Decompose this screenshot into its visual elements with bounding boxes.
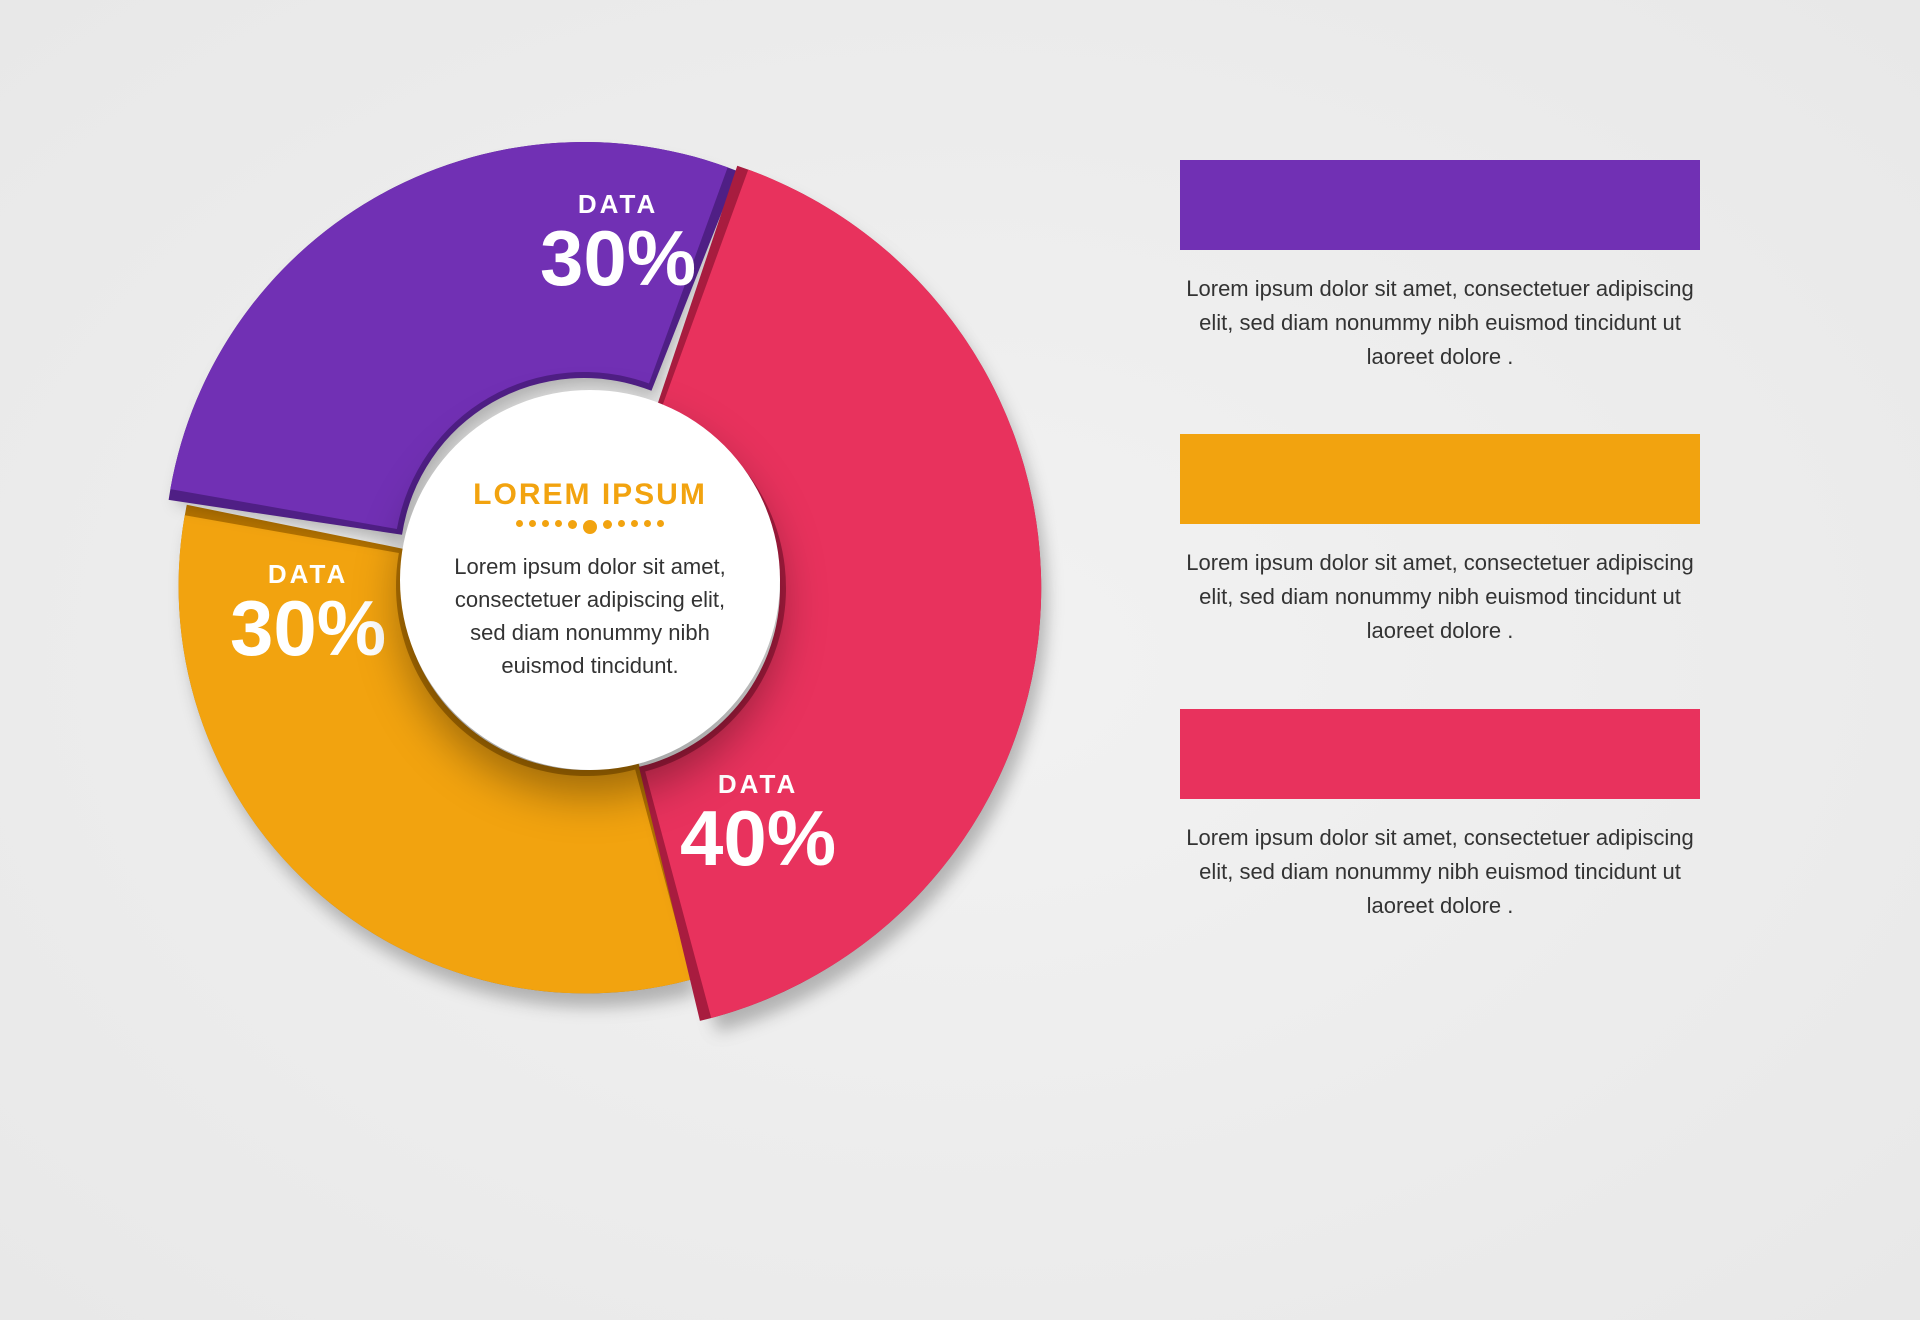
legend-text: Lorem ipsum dolor sit amet, consectetuer…	[1180, 546, 1700, 648]
legend-swatch	[1180, 160, 1700, 250]
legend-item-pink: Lorem ipsum dolor sit amet, consectetuer…	[1180, 709, 1700, 923]
center-card: LOREM IPSUM Lorem ipsum dolor sit amet, …	[400, 390, 780, 770]
infographic-stage: DATA 30% DATA 40% DATA 30% LOREM IPSUM L…	[0, 0, 1920, 1320]
slice-value: 40%	[680, 799, 836, 877]
slice-value: 30%	[230, 589, 386, 667]
legend: Lorem ipsum dolor sit amet, consectetuer…	[1180, 160, 1700, 923]
center-body: Lorem ipsum dolor sit amet, consectetuer…	[435, 550, 745, 682]
legend-text: Lorem ipsum dolor sit amet, consectetuer…	[1180, 272, 1700, 374]
center-title: LOREM IPSUM	[473, 478, 707, 512]
legend-swatch	[1180, 709, 1700, 799]
legend-item-purple: Lorem ipsum dolor sit amet, consectetuer…	[1180, 160, 1700, 374]
slice-label-orange: DATA 30%	[230, 560, 386, 667]
legend-text: Lorem ipsum dolor sit amet, consectetuer…	[1180, 821, 1700, 923]
legend-swatch	[1180, 434, 1700, 524]
donut-chart: DATA 30% DATA 40% DATA 30% LOREM IPSUM L…	[140, 130, 1040, 1030]
legend-item-orange: Lorem ipsum dolor sit amet, consectetuer…	[1180, 434, 1700, 648]
slice-label-pink: DATA 40%	[680, 770, 836, 877]
slice-label-purple: DATA 30%	[540, 190, 696, 297]
center-dots	[516, 520, 664, 534]
slice-value: 30%	[540, 219, 696, 297]
